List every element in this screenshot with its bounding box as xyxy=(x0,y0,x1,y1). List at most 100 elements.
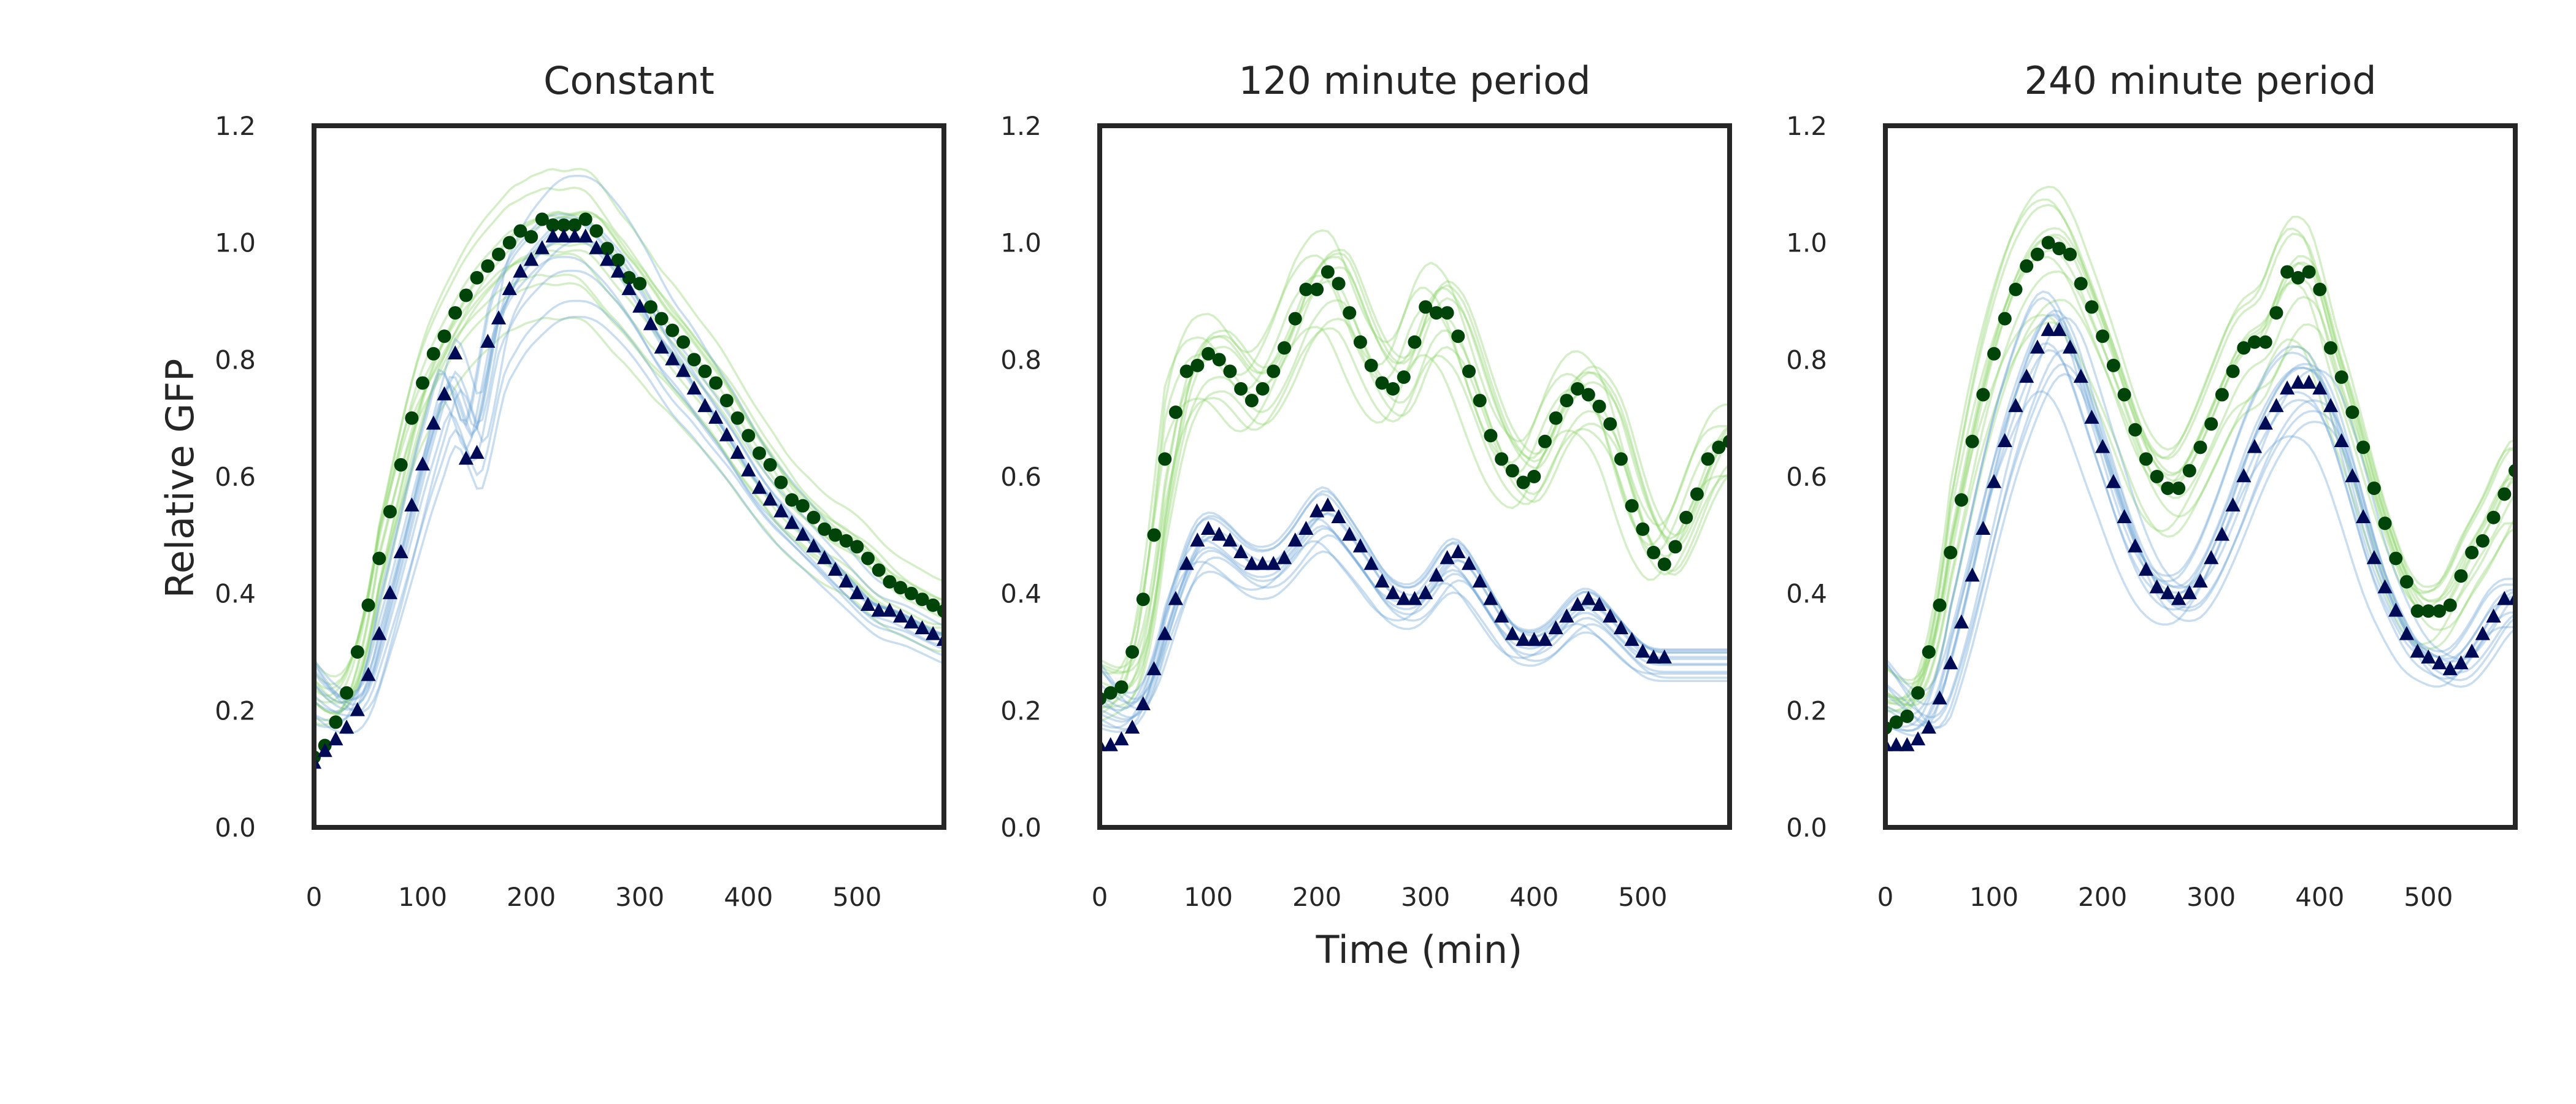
data-point-circle xyxy=(1505,464,1519,478)
data-point-triangle xyxy=(2019,369,2034,383)
data-point-triangle xyxy=(426,415,441,430)
data-point-circle xyxy=(1933,598,1947,612)
data-point-triangle xyxy=(1899,737,1915,751)
data-point-triangle xyxy=(1494,608,1509,623)
model-trajectory xyxy=(1885,185,2515,727)
chart-panel-2: 120 minute period 0.0 0.2 0.4 0.6 0.8 1.0 1.2 0 1… xyxy=(1000,58,1732,912)
data-point-circle xyxy=(600,242,615,256)
data-point-circle xyxy=(1965,434,1979,448)
data-point-triangle xyxy=(1581,591,1596,605)
data-point-triangle xyxy=(1298,521,1314,535)
model-trajectory xyxy=(1100,326,1730,675)
model-trajectory xyxy=(1100,486,1730,709)
data-point-circle xyxy=(2280,265,2294,279)
data-point-triangle xyxy=(719,427,734,442)
data-point-triangle xyxy=(893,608,908,623)
data-point-triangle xyxy=(610,263,626,278)
data-point-triangle xyxy=(1624,632,1639,646)
data-point-triangle xyxy=(567,228,583,243)
data-point-triangle xyxy=(2323,397,2339,412)
data-point-circle xyxy=(2258,335,2272,349)
data-point-circle xyxy=(2291,270,2305,285)
model-trajectory xyxy=(1100,493,1730,694)
model-trajectory xyxy=(314,269,944,706)
data-point-circle xyxy=(1419,300,1433,314)
y-tick-label: 0.6 xyxy=(1000,462,1041,492)
data-point-triangle xyxy=(665,351,680,366)
model-trajectory xyxy=(1885,342,2515,693)
model-trajectory xyxy=(314,252,944,691)
data-point-circle xyxy=(1462,364,1476,378)
data-point-circle xyxy=(774,475,788,489)
data-point-triangle xyxy=(1168,591,1184,605)
model-trajectory xyxy=(1885,270,2515,702)
data-point-triangle xyxy=(2106,473,2121,488)
data-point-triangle xyxy=(328,731,343,746)
data-point-triangle xyxy=(1603,608,1618,623)
data-point-circle xyxy=(2150,470,2164,483)
panel-title: 120 minute period xyxy=(1239,58,1591,103)
data-point-circle xyxy=(502,236,516,250)
data-point-triangle xyxy=(2399,626,2415,640)
data-point-circle xyxy=(426,347,440,361)
x-tick-label: 300 xyxy=(2187,882,2236,912)
data-point-circle xyxy=(1679,510,1693,524)
data-point-circle xyxy=(416,376,430,390)
x-tick-label: 500 xyxy=(832,882,881,912)
data-point-triangle xyxy=(2258,415,2273,430)
data-point-circle xyxy=(633,277,647,291)
data-point-circle xyxy=(361,598,375,612)
data-point-triangle xyxy=(1635,643,1650,658)
data-point-triangle xyxy=(1451,544,1466,559)
y-tick-label: 1.2 xyxy=(1786,111,1827,141)
x-tick-label: 200 xyxy=(2078,882,2127,912)
data-point-triangle xyxy=(1287,532,1303,547)
data-point-triangle xyxy=(2290,374,2306,389)
data-point-circle xyxy=(883,575,897,589)
data-point-circle xyxy=(1484,429,1498,443)
data-point-circle xyxy=(557,218,571,232)
data-point-circle xyxy=(1299,282,1313,296)
data-point-triangle xyxy=(1613,620,1629,635)
data-point-circle xyxy=(1900,709,1914,723)
data-point-triangle xyxy=(2312,380,2328,395)
data-point-circle xyxy=(481,259,495,273)
y-tick-label: 0.6 xyxy=(215,462,256,492)
data-point-triangle xyxy=(1385,585,1401,599)
data-point-circle xyxy=(1944,545,1958,559)
data-point-triangle xyxy=(838,573,854,588)
x-tick-label: 300 xyxy=(615,882,664,912)
data-point-triangle xyxy=(1965,567,1980,582)
data-point-triangle xyxy=(2497,591,2512,605)
data-point-circle xyxy=(2323,341,2337,355)
data-point-circle xyxy=(1397,370,1411,384)
data-point-circle xyxy=(1701,452,1715,466)
data-point-triangle xyxy=(382,585,398,599)
data-point-circle xyxy=(578,212,592,226)
data-point-triangle xyxy=(437,386,452,401)
data-point-circle xyxy=(1321,265,1335,279)
data-point-circle xyxy=(589,224,604,238)
data-point-triangle xyxy=(697,397,713,412)
data-point-triangle xyxy=(2431,655,2447,670)
data-point-circle xyxy=(2367,481,2381,496)
data-point-circle xyxy=(372,551,386,565)
data-point-circle xyxy=(1125,645,1140,659)
chart-panel-1: Constant 0.0 0.2 0.4 0.6 0.8 1.0 1.2 0 100 200 300 4… xyxy=(215,58,946,912)
y-tick-label: 1.2 xyxy=(215,111,256,141)
data-point-circle xyxy=(698,364,712,378)
y-tick-label: 1.0 xyxy=(1000,228,1041,258)
data-point-triangle xyxy=(1352,538,1368,553)
data-point-triangle xyxy=(2247,439,2263,453)
data-point-triangle xyxy=(2117,509,2132,523)
data-point-triangle xyxy=(1363,556,1379,570)
data-point-triangle xyxy=(1418,585,1433,599)
data-point-circle xyxy=(904,586,918,600)
y-tick-label: 0.8 xyxy=(1786,345,1827,375)
data-point-triangle xyxy=(1135,696,1151,711)
data-point-triangle xyxy=(480,334,496,348)
model-trajectory xyxy=(1100,507,1730,704)
x-tick-label: 400 xyxy=(2295,882,2344,912)
model-trajectory xyxy=(314,274,944,697)
x-tick-label: 200 xyxy=(1292,882,1341,912)
